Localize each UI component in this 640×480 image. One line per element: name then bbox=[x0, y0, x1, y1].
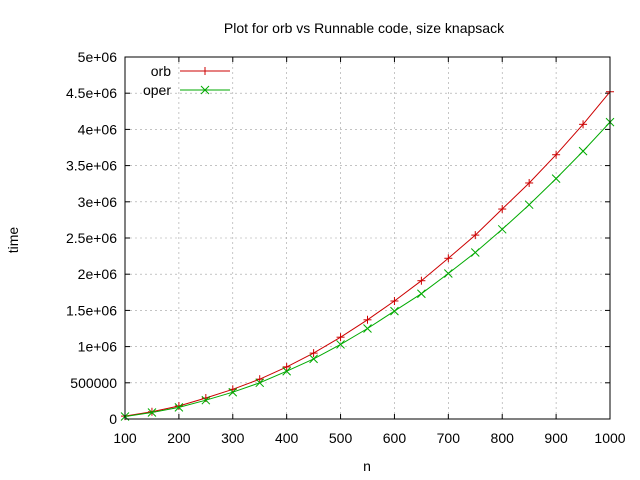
data-point-orb bbox=[282, 362, 291, 371]
legend-marker-orb bbox=[201, 67, 209, 75]
x-tick-label: 400 bbox=[275, 430, 299, 446]
y-tick-label: 1.5e+06 bbox=[66, 302, 117, 318]
x-axis-label: n bbox=[363, 458, 371, 474]
x-tick-label: 900 bbox=[544, 430, 568, 446]
legend-label-orb: orb bbox=[151, 63, 171, 79]
data-point-oper bbox=[174, 403, 184, 412]
data-point-oper bbox=[470, 248, 480, 257]
data-point-oper bbox=[309, 354, 318, 364]
data-point-oper bbox=[282, 366, 292, 376]
y-tick-label: 4.5e+06 bbox=[66, 85, 117, 101]
x-tick-label: 1000 bbox=[594, 430, 625, 446]
data-point-orb bbox=[552, 150, 561, 159]
series-line-orb bbox=[124, 91, 611, 417]
data-point-oper bbox=[578, 146, 588, 156]
data-point-oper bbox=[417, 289, 426, 299]
y-tick-label: 5e+06 bbox=[78, 49, 118, 65]
data-point-orb bbox=[336, 333, 345, 342]
data-point-oper bbox=[201, 395, 211, 405]
x-tick-label: 800 bbox=[491, 430, 515, 446]
data-point-oper bbox=[497, 224, 507, 234]
data-point-orb bbox=[363, 315, 372, 324]
plot-frame bbox=[124, 56, 611, 420]
data-point-orb bbox=[498, 205, 507, 214]
data-point-orb bbox=[579, 120, 588, 129]
chart-title: Plot for orb vs Runnable code, size knap… bbox=[224, 20, 505, 36]
series-line-oper bbox=[124, 121, 611, 417]
data-point-oper bbox=[228, 387, 238, 397]
y-tick-label: 2e+06 bbox=[78, 266, 118, 282]
x-tick-label: 300 bbox=[221, 430, 245, 446]
y-tick-label: 2.5e+06 bbox=[66, 230, 117, 246]
data-point-orb bbox=[471, 231, 480, 240]
x-tick-label: 600 bbox=[383, 430, 407, 446]
data-point-oper bbox=[443, 269, 453, 278]
series-layer bbox=[120, 87, 615, 421]
data-point-orb bbox=[525, 178, 534, 187]
data-point-oper bbox=[390, 306, 399, 316]
data-point-oper bbox=[147, 408, 157, 417]
y-tick-label: 0 bbox=[109, 411, 117, 427]
data-point-oper bbox=[255, 378, 265, 388]
data-point-oper bbox=[524, 200, 534, 210]
data-point-orb bbox=[417, 276, 426, 285]
data-point-orb bbox=[174, 401, 183, 410]
data-point-orb bbox=[444, 254, 453, 263]
data-point-oper bbox=[551, 174, 561, 183]
data-point-oper bbox=[336, 340, 345, 349]
y-tick-label: 500000 bbox=[70, 375, 117, 391]
x-tick-label: 500 bbox=[329, 430, 353, 446]
legend-marker-oper bbox=[200, 85, 210, 95]
x-tick-label: 200 bbox=[167, 430, 191, 446]
legend: orb oper bbox=[143, 63, 230, 98]
axis-ticks: 100 200 300 400 500 600 700 800 900 1000 0 500000 1e… bbox=[66, 49, 626, 446]
grid bbox=[125, 57, 610, 419]
y-tick-label: 4e+06 bbox=[78, 121, 118, 137]
y-tick-label: 3e+06 bbox=[78, 194, 118, 210]
y-tick-label: 1e+06 bbox=[78, 339, 118, 355]
y-axis-label: time bbox=[5, 227, 21, 254]
x-tick-label: 100 bbox=[113, 430, 137, 446]
data-point-orb bbox=[255, 375, 264, 384]
y-tick-label: 3.5e+06 bbox=[66, 158, 117, 174]
data-point-orb bbox=[309, 349, 318, 358]
data-point-oper bbox=[363, 324, 372, 333]
x-tick-label: 700 bbox=[437, 430, 461, 446]
data-point-orb bbox=[390, 296, 399, 305]
legend-label-oper: oper bbox=[143, 82, 171, 98]
